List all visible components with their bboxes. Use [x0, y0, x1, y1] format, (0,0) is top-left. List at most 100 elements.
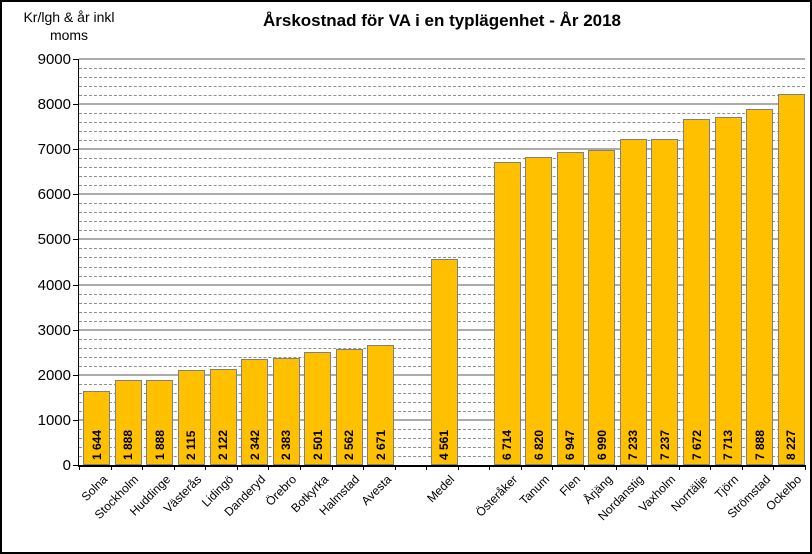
x-axis-tick	[710, 465, 711, 470]
gridline-minor	[79, 203, 805, 205]
bar	[336, 349, 363, 465]
y-axis-line	[78, 59, 79, 465]
y-axis-tick	[73, 329, 78, 331]
bar-value-label: 2 342	[248, 429, 262, 460]
x-axis-tick	[363, 465, 364, 470]
x-axis-tick	[679, 465, 680, 470]
x-axis-tick	[79, 465, 80, 470]
y-axis-tick-label: 3000	[37, 321, 71, 339]
bar	[494, 162, 521, 465]
bar-value-label: 2 562	[342, 429, 356, 460]
x-axis-tick	[584, 465, 585, 470]
bar	[146, 380, 173, 465]
bar	[525, 157, 552, 465]
plot-area: 1 644 1 888 1 888 2 115 2 122 2 342 2 383 2 501…	[73, 58, 806, 470]
gridline-minor	[79, 257, 805, 259]
gridline-minor	[79, 185, 805, 187]
bar	[778, 94, 805, 465]
y-axis-unit-label: Kr/lgh & år inkl moms	[23, 9, 115, 43]
y-axis-tick-label: 5000	[37, 231, 71, 249]
x-axis-tick	[395, 465, 396, 470]
y-axis-tick	[73, 104, 78, 106]
bar-value-label: 1 888	[121, 429, 135, 460]
bar-value-label: 8 227	[784, 429, 798, 460]
x-axis-tick	[426, 465, 427, 470]
gridline-major	[79, 193, 805, 196]
x-axis-tick	[458, 465, 459, 470]
bar-value-label: 2 501	[311, 429, 325, 460]
y-axis-tick	[73, 374, 78, 376]
bar-value-label: 2 671	[374, 429, 388, 460]
bar	[683, 119, 710, 465]
gridline-minor	[79, 248, 805, 250]
x-axis-tick	[142, 465, 143, 470]
y-axis-tick-label: 0	[62, 457, 71, 474]
gridline-minor	[79, 230, 805, 232]
y-axis-tick	[73, 284, 78, 286]
y-axis-tick-label: 8000	[37, 96, 71, 114]
bar	[273, 358, 300, 465]
x-axis-tick	[647, 465, 648, 470]
y-axis-tick	[73, 59, 78, 60]
bar	[620, 139, 647, 465]
bar-value-label: 2 115	[184, 430, 198, 460]
y-axis-tick-label: 7000	[37, 141, 71, 159]
bar-value-label: 4 561	[437, 429, 451, 460]
gridline-minor	[79, 176, 805, 178]
gridline-major	[79, 148, 805, 151]
y-axis-tick-label: 1000	[37, 411, 71, 429]
gridline-minor	[79, 68, 805, 70]
bar-value-label: 6 947	[563, 429, 577, 460]
gridline-minor	[79, 221, 805, 223]
bar	[115, 380, 142, 465]
y-axis-tick	[73, 149, 78, 151]
bar-value-label: 6 990	[595, 429, 609, 460]
x-axis-line	[78, 465, 806, 467]
x-axis-tick	[616, 465, 617, 470]
x-axis-tick	[237, 465, 238, 470]
y-axis-tick	[73, 194, 78, 196]
x-axis-tick	[332, 465, 333, 470]
x-axis-tick	[111, 465, 112, 470]
gridline-major	[79, 58, 805, 60]
x-axis-tick	[552, 465, 553, 470]
bar-value-label: 7 888	[753, 429, 767, 460]
x-axis-tick	[521, 465, 522, 470]
gridline-minor	[79, 167, 805, 169]
bar-value-label: 7 672	[690, 429, 704, 460]
chart-title: Årskostnad för VA i en typlägenhet - År …	[262, 11, 622, 30]
y-axis-tick-label: 6000	[37, 186, 71, 204]
bar	[557, 152, 584, 465]
gridline-minor	[79, 158, 805, 160]
bar-value-label: 2 122	[216, 429, 230, 460]
bar-value-label: 7 713	[721, 429, 735, 460]
x-axis-tick	[205, 465, 206, 470]
y-axis-tick-label: 9000	[37, 51, 71, 68]
gridline-minor	[79, 86, 805, 88]
bar	[746, 109, 773, 465]
gridline-major	[79, 103, 805, 106]
bar	[304, 352, 331, 465]
gridline-minor	[79, 140, 805, 142]
gridline-minor	[79, 95, 805, 97]
x-axis-tick	[805, 465, 806, 470]
bar-value-label: 7 237	[658, 429, 672, 460]
y-axis-tick	[73, 465, 78, 466]
bar-value-label: 6 820	[532, 429, 546, 460]
y-axis-tick	[73, 239, 78, 241]
gridline-major	[79, 238, 805, 241]
y-axis-tick-label: 4000	[37, 276, 71, 294]
bar-value-label: 7 233	[626, 429, 640, 460]
x-axis-tick	[174, 465, 175, 470]
x-axis-tick	[489, 465, 490, 470]
y-axis-tick	[73, 419, 78, 421]
bar-value-label: 1 644	[90, 429, 104, 460]
gridline-minor	[79, 212, 805, 214]
gridline-minor	[79, 77, 805, 79]
bar	[210, 369, 237, 465]
bar	[83, 391, 110, 465]
gridline-minor	[79, 122, 805, 124]
bar	[431, 259, 458, 465]
bar-value-label: 6 714	[500, 429, 514, 460]
